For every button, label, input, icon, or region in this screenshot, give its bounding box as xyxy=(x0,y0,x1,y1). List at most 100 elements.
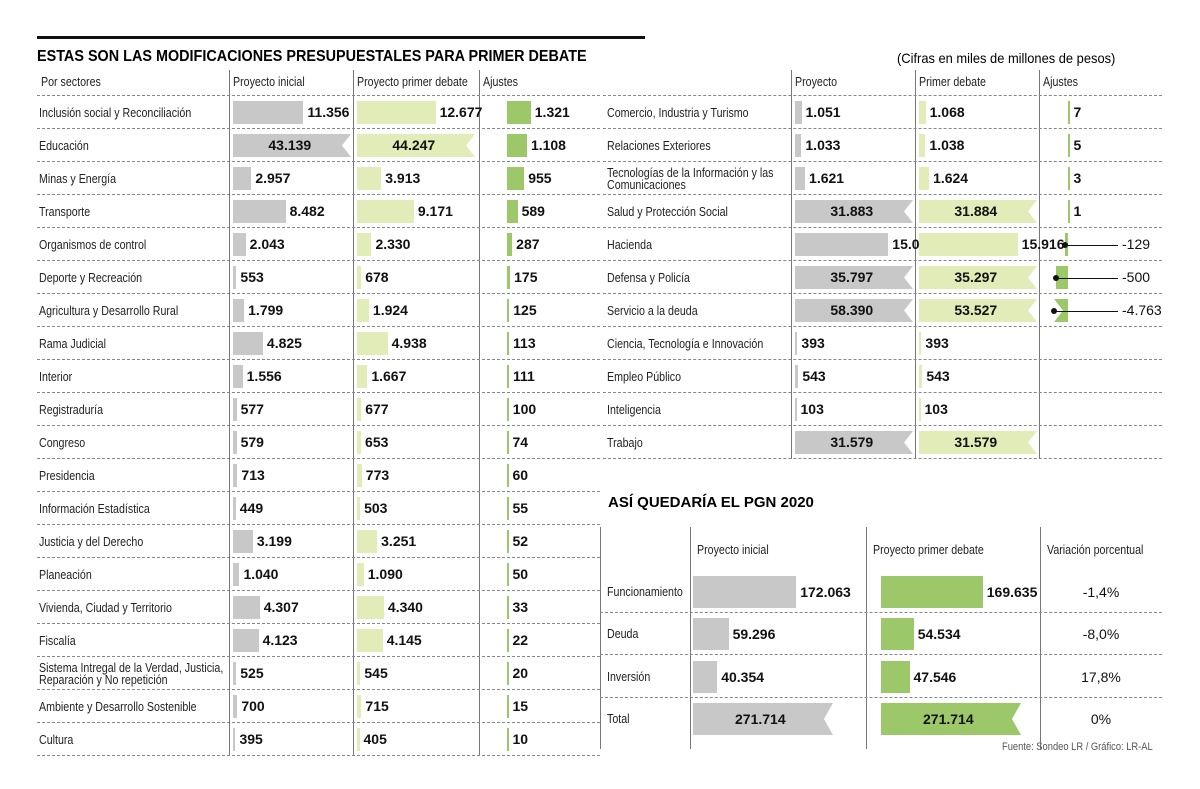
row-divider xyxy=(600,612,1162,613)
value-label: 4.340 xyxy=(387,599,423,615)
bar xyxy=(919,332,922,355)
bar xyxy=(233,728,236,751)
row-label: Fiscalía xyxy=(39,632,76,648)
value-label: 54.534 xyxy=(917,626,961,642)
column-divider xyxy=(479,70,480,756)
bar xyxy=(233,596,260,619)
variation: 0% xyxy=(1090,711,1112,727)
value-label: 773 xyxy=(365,467,390,483)
bar xyxy=(357,101,436,124)
bar xyxy=(357,332,388,355)
row-label: Inteligencia xyxy=(607,401,661,417)
value-label: 8.482 xyxy=(289,203,325,219)
row-label: Ambiente y Desarrollo Sostenible xyxy=(39,698,197,714)
row-divider xyxy=(37,260,600,261)
leader-line xyxy=(1056,277,1118,279)
row-divider xyxy=(603,458,1162,459)
bar xyxy=(1068,167,1070,190)
value-label: 449 xyxy=(239,500,264,516)
value-label: 1.051 xyxy=(805,104,841,120)
bar xyxy=(507,497,509,520)
row-divider xyxy=(37,557,600,558)
row-divider xyxy=(37,689,600,690)
row-label: Deporte y Recreación xyxy=(39,269,143,285)
value-label: 35.297 xyxy=(954,269,998,285)
row-label: Educación xyxy=(39,137,89,153)
row-divider xyxy=(603,326,1162,327)
value-label: 543 xyxy=(926,368,950,384)
value-label: 59.296 xyxy=(732,626,776,642)
row-divider xyxy=(37,623,600,624)
bar xyxy=(795,167,806,190)
bar xyxy=(233,101,304,124)
value-label: 553 xyxy=(240,269,264,285)
value-label: 175 xyxy=(514,269,538,285)
bar xyxy=(357,662,361,685)
row-divider xyxy=(603,425,1162,426)
value-label: 103 xyxy=(924,401,948,417)
bar xyxy=(919,233,1018,256)
value-label: 9.171 xyxy=(417,203,453,219)
row-label: Minas y Energía xyxy=(39,170,117,186)
value-label: 1.556 xyxy=(246,368,282,384)
row-divider xyxy=(603,260,1162,261)
value-label: 545 xyxy=(364,665,388,681)
row-divider xyxy=(37,590,600,591)
bar xyxy=(919,167,930,190)
row-label: Comercio, Industria y Turismo xyxy=(607,104,749,120)
bar xyxy=(233,233,246,256)
column-divider xyxy=(353,70,354,756)
row-label: Rama Judicial xyxy=(39,335,106,351)
value-label: 47.546 xyxy=(913,669,957,685)
bar xyxy=(1068,101,1070,124)
column-divider xyxy=(791,70,792,459)
value-label: 4.123 xyxy=(262,632,298,648)
value-label: 103 xyxy=(800,401,824,417)
bar xyxy=(507,662,509,685)
column-divider xyxy=(600,527,601,749)
column-header: Proyecto inicial xyxy=(233,74,305,89)
row-divider xyxy=(37,722,600,723)
value-label: 125 xyxy=(513,302,537,318)
bar xyxy=(233,167,252,190)
value-label: 55 xyxy=(512,500,529,516)
value-label: 5 xyxy=(1073,137,1082,153)
column-divider xyxy=(1039,70,1040,459)
column-header: Proyecto xyxy=(795,74,838,89)
bar xyxy=(233,629,259,652)
bar xyxy=(507,200,518,223)
bar xyxy=(881,703,1021,735)
bar xyxy=(507,629,509,652)
bar xyxy=(795,200,913,223)
row-divider xyxy=(37,293,600,294)
row-label: Hacienda xyxy=(607,236,653,252)
bar xyxy=(357,464,362,487)
column-header: Ajustes xyxy=(1043,74,1078,89)
row-label: Información Estadística xyxy=(39,500,150,516)
bar xyxy=(233,431,237,454)
value-label: 40.354 xyxy=(721,669,765,685)
bar xyxy=(357,398,362,421)
value-label: 287 xyxy=(516,236,540,252)
value-label: 1.108 xyxy=(530,137,566,153)
bar xyxy=(357,596,384,619)
value-label: 543 xyxy=(802,368,826,384)
bar xyxy=(507,596,509,619)
row-divider xyxy=(37,95,600,96)
value-label: 715 xyxy=(365,698,389,714)
value-label: 3 xyxy=(1073,170,1082,186)
row-label: Agricultura y Desarrollo Rural xyxy=(39,302,179,318)
value-label: 20 xyxy=(512,665,529,681)
value-label: 678 xyxy=(365,269,389,285)
subtitle: (Cifras en miles de millones de pesos) xyxy=(897,50,1116,66)
value-label: 4.938 xyxy=(391,335,427,351)
row-label: Relaciones Exteriores xyxy=(607,137,711,153)
value-label: 4.825 xyxy=(266,335,302,351)
value-label: 113 xyxy=(513,335,536,351)
row-label: Funcionamiento xyxy=(607,584,683,599)
row-label: Empleo Público xyxy=(607,368,682,384)
bar xyxy=(357,200,414,223)
bar xyxy=(357,728,360,751)
row-label: Inclusión social y Reconciliación xyxy=(39,104,192,120)
